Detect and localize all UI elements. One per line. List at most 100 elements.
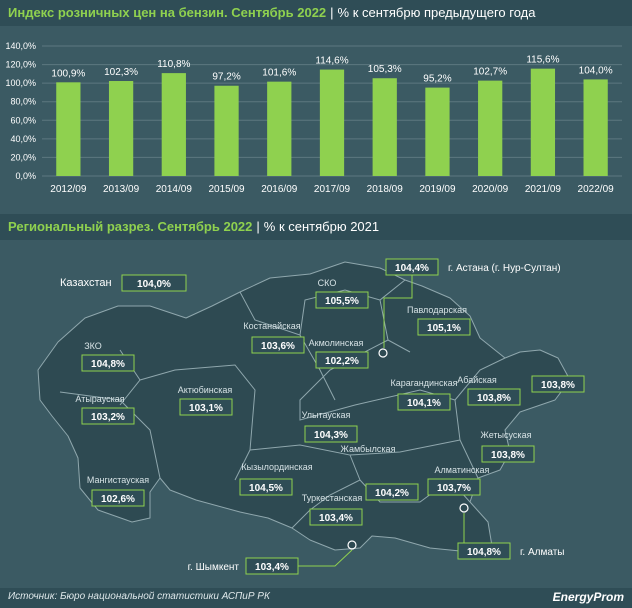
bar-value-label: 105,3% <box>368 64 402 75</box>
region-value: 102,6% <box>101 494 135 505</box>
x-tick-label: 2020/09 <box>472 184 509 195</box>
region-value: 104,8% <box>91 359 125 370</box>
region-value: 103,1% <box>189 403 223 414</box>
x-tick-label: 2015/09 <box>208 184 245 195</box>
bar <box>583 79 608 176</box>
region-badge <box>481 445 535 463</box>
bar-value-label: 101,6% <box>262 68 296 79</box>
region-name: Улытауская <box>302 410 351 420</box>
y-tick-label: 40,0% <box>10 134 36 144</box>
region-name: ЗКО <box>84 341 102 351</box>
region-badge <box>397 393 451 411</box>
region-value: 103,7% <box>437 483 471 494</box>
region-name: Абайская <box>457 375 497 385</box>
region-name: Жамбылская <box>341 444 396 454</box>
city-value: 103,4% <box>255 562 289 573</box>
city-name: г. Астана (г. Нур-Султан) <box>448 263 561 274</box>
chart-title: Индекс розничных цен на бензин. Сентябрь… <box>8 5 327 20</box>
region-name: Жетысуская <box>481 430 532 440</box>
region-value: 104,5% <box>249 483 283 494</box>
region-value: 103,8% <box>491 450 525 461</box>
y-tick-label: 20,0% <box>10 152 36 162</box>
region-value: 104,2% <box>375 488 409 499</box>
region-value: 103,2% <box>91 412 125 423</box>
region-name: Мангистауская <box>87 475 149 485</box>
bar-value-label: 114,6% <box>315 56 348 67</box>
region-badge <box>417 318 471 336</box>
x-tick-label: 2018/09 <box>367 184 404 195</box>
bar-value-label: 95,2% <box>423 74 451 85</box>
bar-value-label: 102,3% <box>104 67 138 78</box>
city-leader-line <box>298 549 353 567</box>
footer: Источник: Бюро национальной статистики А… <box>0 588 632 608</box>
bar-value-label: 104,0% <box>579 65 613 76</box>
map-subtitle: % к сентябрю 2021 <box>263 219 380 234</box>
region-name: Акмолинская <box>309 338 364 348</box>
region-badge <box>91 489 145 507</box>
city-name: г. Шымкент <box>188 562 240 573</box>
region-value: 104,1% <box>407 398 441 409</box>
region-name: Атырауская <box>75 394 124 404</box>
map-header: Региональный разрез. Сентябрь 2022 |% к с… <box>0 214 632 240</box>
region-badge <box>531 375 585 393</box>
title-separator: | <box>256 219 260 234</box>
bar-chart: 0,0% 20,0% 40,0% 60,0% 80,0% 100,0% 120,0% 140,… <box>5 41 622 195</box>
region-badge <box>315 291 369 309</box>
region-value: 102,2% <box>325 356 359 367</box>
y-tick-label: 0,0% <box>15 171 36 181</box>
city-badge <box>457 542 511 560</box>
bar <box>478 80 503 176</box>
title-separator: | <box>330 5 334 20</box>
bar-value-label: 110,8% <box>157 59 190 70</box>
bar <box>425 87 450 176</box>
region-name: Алматинская <box>435 465 490 475</box>
region-value: 103,8% <box>477 393 511 404</box>
bar <box>267 81 292 176</box>
region-name: Павлодарская <box>407 305 467 315</box>
city-leader-line <box>383 275 413 348</box>
region-name: СКО <box>318 278 337 288</box>
bar <box>214 85 239 176</box>
region-badge <box>309 508 363 526</box>
region-name: Кызылординская <box>241 462 312 472</box>
x-tick-label: 2016/09 <box>261 184 298 195</box>
region-badge <box>365 483 419 501</box>
brand-logo: EnergyProm <box>552 590 624 604</box>
map-title: Региональный разрез. Сентябрь 2022 <box>8 219 253 234</box>
city-marker-icon <box>459 503 469 513</box>
source-note: Источник: Бюро национальной статистики А… <box>8 591 270 602</box>
bar <box>161 73 186 176</box>
region-name: Костанайская <box>243 321 300 331</box>
bar <box>530 68 556 176</box>
chart-header: Индекс розничных цен на бензин. Сентябрь… <box>0 0 632 26</box>
city-value: 104,4% <box>395 263 429 274</box>
y-tick-label: 80,0% <box>10 97 36 107</box>
region-name: Туркестанская <box>302 493 363 503</box>
region-badge <box>427 478 481 496</box>
x-tick-label: 2019/09 <box>419 184 456 195</box>
x-tick-label: 2012/09 <box>50 184 87 195</box>
region-badge <box>251 336 305 354</box>
region-badge <box>81 407 135 425</box>
y-tick-label: 60,0% <box>10 115 36 125</box>
region-value: 105,5% <box>325 296 359 307</box>
region-badge <box>179 398 233 416</box>
bar-value-label: 100,9% <box>51 68 85 79</box>
city-marker-icon <box>347 540 357 550</box>
region-value: 104,3% <box>314 430 348 441</box>
region-badge <box>304 425 358 443</box>
x-tick-label: 2021/09 <box>525 184 562 195</box>
city-badge <box>245 557 299 575</box>
country-badge <box>121 274 187 292</box>
region-value: 103,6% <box>261 341 295 352</box>
region-value: 105,1% <box>427 323 461 334</box>
x-tick-label: 2013/09 <box>103 184 140 195</box>
region-name: Актюбинская <box>178 385 233 395</box>
region-badge <box>239 478 293 496</box>
bar <box>372 78 397 176</box>
region-name: Карагандинская <box>390 378 457 388</box>
y-tick-label: 140,0% <box>5 41 36 51</box>
country-name: Казахстан <box>60 277 112 289</box>
x-tick-label: 2022/09 <box>578 184 615 195</box>
y-tick-label: 100,0% <box>5 78 36 88</box>
